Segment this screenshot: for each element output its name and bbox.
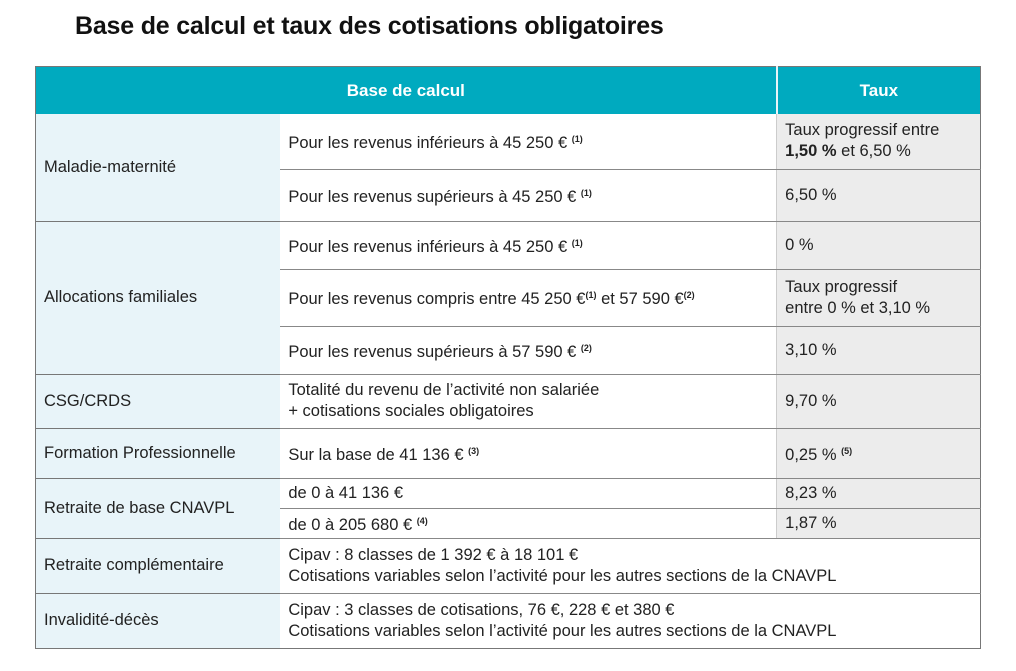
base-cell: Pour les revenus inférieurs à 45 250 € (… (280, 221, 777, 270)
header-taux: Taux (775, 66, 981, 114)
category-retraite-base: Retraite de base CNAVPL (35, 478, 281, 539)
contributions-table: Base de calcul Taux Maladie-maternité Po… (35, 66, 981, 649)
table-row: Allocations familiales Pour les revenus … (35, 221, 981, 375)
footnote: (4) (416, 515, 428, 526)
base-cell: Pour les revenus supérieurs à 57 590 € (… (280, 326, 777, 375)
base-cell: Pour les revenus supérieurs à 45 250 € (… (280, 169, 777, 222)
table-row: Invalidité-décès Cipav : 3 classes de co… (35, 593, 981, 649)
rate-cell: 9,70 % (776, 374, 981, 429)
table-row: Retraite complémentaire Cipav : 8 classe… (35, 538, 981, 594)
footnote: (2) (683, 290, 695, 300)
category-csg: CSG/CRDS (35, 374, 281, 429)
footnote: (1) (571, 237, 583, 248)
base-cell: Pour les revenus compris entre 45 250 €(… (280, 269, 777, 327)
rate-cell: Taux progressif entre 0 % et 3,10 % (776, 269, 981, 327)
rate-cell: 0 % (776, 221, 981, 270)
footnote: (2) (580, 342, 592, 353)
base-cell: de 0 à 205 680 € (4) (280, 508, 777, 539)
footnote: (5) (841, 445, 853, 456)
base-cell: Sur la base de 41 136 € (3) (280, 428, 777, 479)
table-row: Pour les revenus supérieurs à 45 250 € (… (36, 169, 981, 222)
rate-cell: 6,50 % (776, 169, 981, 222)
header-base: Base de calcul (35, 66, 777, 114)
table-row: CSG/CRDS Totalité du revenu de l’activit… (35, 374, 981, 429)
table-header: Base de calcul Taux (35, 66, 981, 114)
footnote: (3) (468, 445, 480, 456)
category-allocations: Allocations familiales (35, 221, 281, 375)
table-row: Pour les revenus supérieurs à 57 590 € (… (36, 326, 981, 375)
category-formation: Formation Professionnelle (35, 428, 281, 479)
footnote: (1) (580, 187, 592, 198)
footnote: (1) (585, 290, 597, 300)
rate-cell: 8,23 % (776, 478, 981, 509)
base-cell: Cipav : 8 classes de 1 392 € à 18 101 € C… (280, 538, 981, 594)
table-row: Retraite de base CNAVPL de 0 à 41 136 € … (35, 478, 981, 539)
base-cell: Cipav : 3 classes de cotisations, 76 €, … (280, 593, 981, 649)
base-cell: Totalité du revenu de l’activité non sal… (280, 374, 777, 429)
rate-cell: Taux progressif entre 1,50 % et 6,50 % (776, 114, 981, 170)
table-row: Formation Professionnelle Sur la base de… (35, 428, 981, 479)
rate-cell: 3,10 % (776, 326, 981, 375)
table-row: Pour les revenus compris entre 45 250 €(… (36, 269, 981, 327)
base-cell: Pour les revenus inférieurs à 45 250 € (… (280, 114, 777, 170)
footnote: (1) (571, 133, 583, 144)
category-invalidite: Invalidité-décès (35, 593, 281, 649)
page-title: Base de calcul et taux des cotisations o… (75, 12, 664, 40)
rate-cell: 0,25 % (5) (776, 428, 981, 479)
table-row: Maladie-maternité Pour les revenus infér… (35, 114, 981, 222)
base-cell: de 0 à 41 136 € (280, 478, 777, 509)
category-maladie: Maladie-maternité (35, 114, 281, 222)
category-retraite-complementaire: Retraite complémentaire (35, 538, 281, 594)
table-row: de 0 à 205 680 € (4) 1,87 % (36, 508, 981, 539)
rate-cell: 1,87 % (776, 508, 981, 539)
